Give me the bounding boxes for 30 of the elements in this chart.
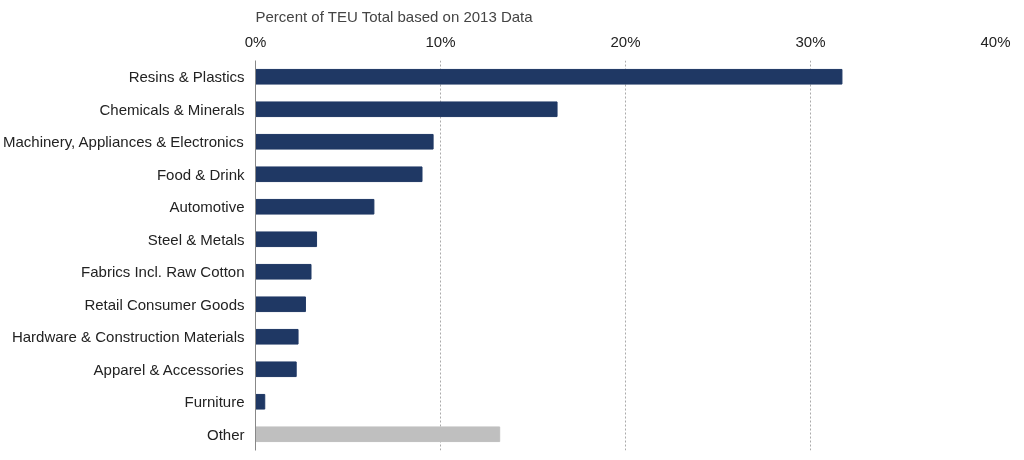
y-tick-label: Machinery, Appliances & Electronics xyxy=(3,133,244,151)
y-tick-label: Other xyxy=(206,425,245,443)
bar xyxy=(255,361,297,378)
y-tick-label: Hardware & Construction Materials xyxy=(11,328,245,346)
y-tick-label: Food & Drink xyxy=(156,165,245,183)
bar xyxy=(255,296,306,313)
y-tick-label: Retail Consumer Goods xyxy=(84,295,245,313)
x-tick-label: 30% xyxy=(795,32,826,50)
x-tick-label: 20% xyxy=(610,32,641,50)
y-tick-label: Chemicals & Minerals xyxy=(99,100,245,118)
x-tick-label: 40% xyxy=(980,32,1011,50)
bar xyxy=(255,393,266,410)
y-tick-label: Furniture xyxy=(184,393,245,411)
chart-title: Percent of TEU Total based on 2013 Data xyxy=(255,7,534,25)
bar xyxy=(255,68,843,85)
x-tick-label: 10% xyxy=(425,32,456,50)
y-tick-label: Resins & Plastics xyxy=(128,68,245,86)
bar xyxy=(255,101,558,118)
bar xyxy=(255,166,423,183)
bar xyxy=(255,426,501,443)
y-tick-label: Steel & Metals xyxy=(147,230,245,248)
x-tick-label: 0% xyxy=(244,32,267,50)
bar xyxy=(255,328,299,345)
y-tick-label: Apparel & Accessories xyxy=(93,360,244,378)
y-tick-label: Fabrics Incl. Raw Cotton xyxy=(81,263,245,281)
y-tick-label: Automotive xyxy=(169,198,245,216)
bar xyxy=(255,263,312,280)
bar xyxy=(255,133,434,150)
bar xyxy=(255,198,375,215)
bar xyxy=(255,231,318,248)
